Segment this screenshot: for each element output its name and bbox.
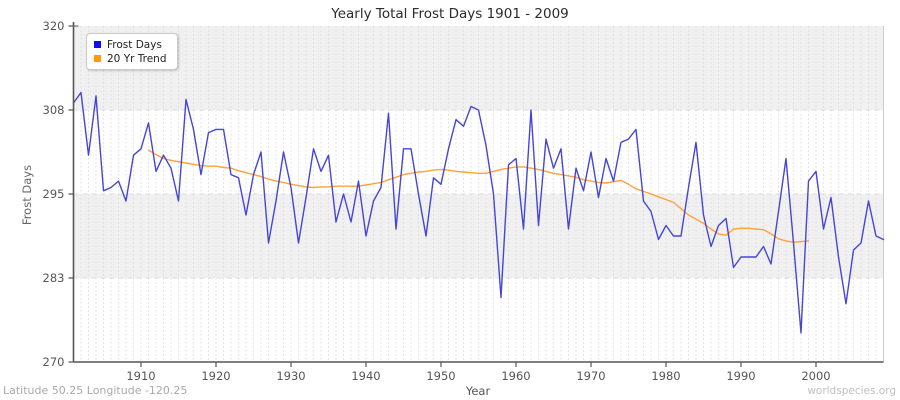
svg-text:1930: 1930 xyxy=(276,369,305,383)
svg-text:2000: 2000 xyxy=(801,369,830,383)
svg-text:1910: 1910 xyxy=(126,369,155,383)
svg-text:1960: 1960 xyxy=(501,369,530,383)
chart-title: Yearly Total Frost Days 1901 - 2009 xyxy=(331,6,569,22)
y-axis-title: Frost Days xyxy=(20,164,34,226)
trend-swatch-icon xyxy=(94,55,101,62)
svg-text:1970: 1970 xyxy=(576,369,605,383)
legend-label-20yr-trend: 20 Yr Trend xyxy=(107,52,167,65)
legend-label-frost-days: Frost Days xyxy=(107,38,162,51)
svg-text:320: 320 xyxy=(43,19,65,33)
legend: Frost Days 20 Yr Trend xyxy=(86,33,178,70)
svg-text:1940: 1940 xyxy=(351,369,380,383)
svg-text:1990: 1990 xyxy=(726,369,755,383)
watermark: worldspecies.org xyxy=(807,385,896,397)
svg-text:1920: 1920 xyxy=(201,369,230,383)
frost-days-swatch-icon xyxy=(94,41,101,48)
coordinates-caption: Latitude 50.25 Longitude -120.25 xyxy=(3,384,188,397)
svg-text:1950: 1950 xyxy=(426,369,455,383)
svg-text:270: 270 xyxy=(43,355,65,369)
svg-text:1980: 1980 xyxy=(651,369,680,383)
svg-text:308: 308 xyxy=(43,103,65,117)
x-axis-title: Year xyxy=(465,384,491,398)
svg-text:295: 295 xyxy=(43,187,65,201)
legend-item-20yr-trend: 20 Yr Trend xyxy=(94,52,167,65)
svg-text:283: 283 xyxy=(43,271,65,285)
legend-item-frost-days: Frost Days xyxy=(94,38,167,51)
